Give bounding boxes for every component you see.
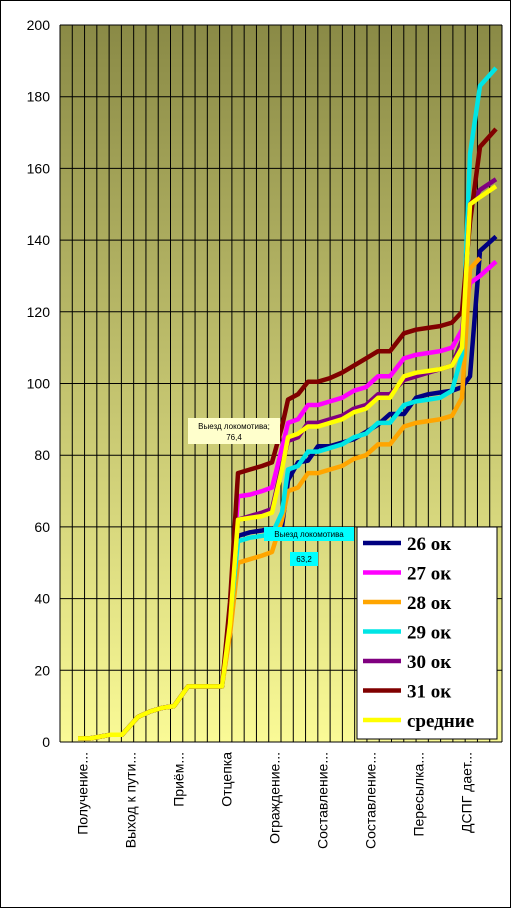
- y-tick-label: 100: [27, 376, 51, 392]
- x-tick-label: ДСПГ дает...: [459, 752, 475, 833]
- x-tick-label: Приём...: [171, 752, 187, 807]
- y-tick-label: 180: [27, 89, 51, 105]
- annotation-box: [264, 527, 354, 541]
- legend-label: 26 ок: [407, 534, 451, 555]
- x-tick-label: Составление...: [315, 752, 331, 849]
- x-axis: Получение... Выход к пути... Приём... Отцеп…: [75, 752, 475, 849]
- y-tick-label: 160: [27, 160, 51, 176]
- x-tick-label: Получение...: [75, 752, 91, 835]
- x-tick-label: Выход к пути...: [123, 752, 139, 848]
- x-tick-label: Ограждение...: [267, 752, 283, 844]
- legend-box: [356, 526, 498, 740]
- y-axis: 0 20 40 60 80 100 120 140 160 180 200: [27, 17, 51, 750]
- annotations: Выезд локомотива; 76,4 Выезд локомотива 63,…: [188, 418, 354, 566]
- y-tick-label: 60: [34, 519, 50, 535]
- gridlines: [59, 24, 503, 743]
- legend-label: 28 ок: [407, 593, 451, 614]
- legend-label: 31 ок: [407, 682, 451, 703]
- y-tick-label: 0: [42, 734, 50, 750]
- series-line: [78, 184, 498, 741]
- legend-label: 27 ок: [407, 564, 451, 585]
- legend-label: 29 ок: [407, 623, 451, 644]
- x-tick-label: Отцепка: [219, 752, 235, 807]
- annotation-value: 63,2: [296, 555, 312, 564]
- annotation-value: 76,4: [226, 433, 242, 442]
- annotation-box: [188, 418, 280, 444]
- series-lines: [78, 66, 498, 741]
- y-tick-label: 120: [27, 304, 51, 320]
- y-tick-label: 20: [34, 662, 50, 678]
- legend-label: средние: [407, 711, 474, 732]
- y-tick-label: 80: [34, 447, 50, 463]
- y-tick-label: 140: [27, 232, 51, 248]
- legend-label: 30 ок: [407, 652, 451, 673]
- x-tick-label: Пересылка...: [411, 752, 427, 837]
- x-tick-label: Составление...: [363, 752, 379, 849]
- legend: 26 ок 27 ок 28 ок 29 ок 30 ок 31 ок средние: [356, 526, 498, 740]
- annotation-value-box: [290, 552, 318, 566]
- annotation-label: Выезд локомотива;: [198, 422, 270, 431]
- annotation-label: Выезд локомотива: [274, 530, 344, 539]
- y-tick-label: 200: [27, 17, 51, 33]
- y-tick-label: 40: [34, 591, 50, 607]
